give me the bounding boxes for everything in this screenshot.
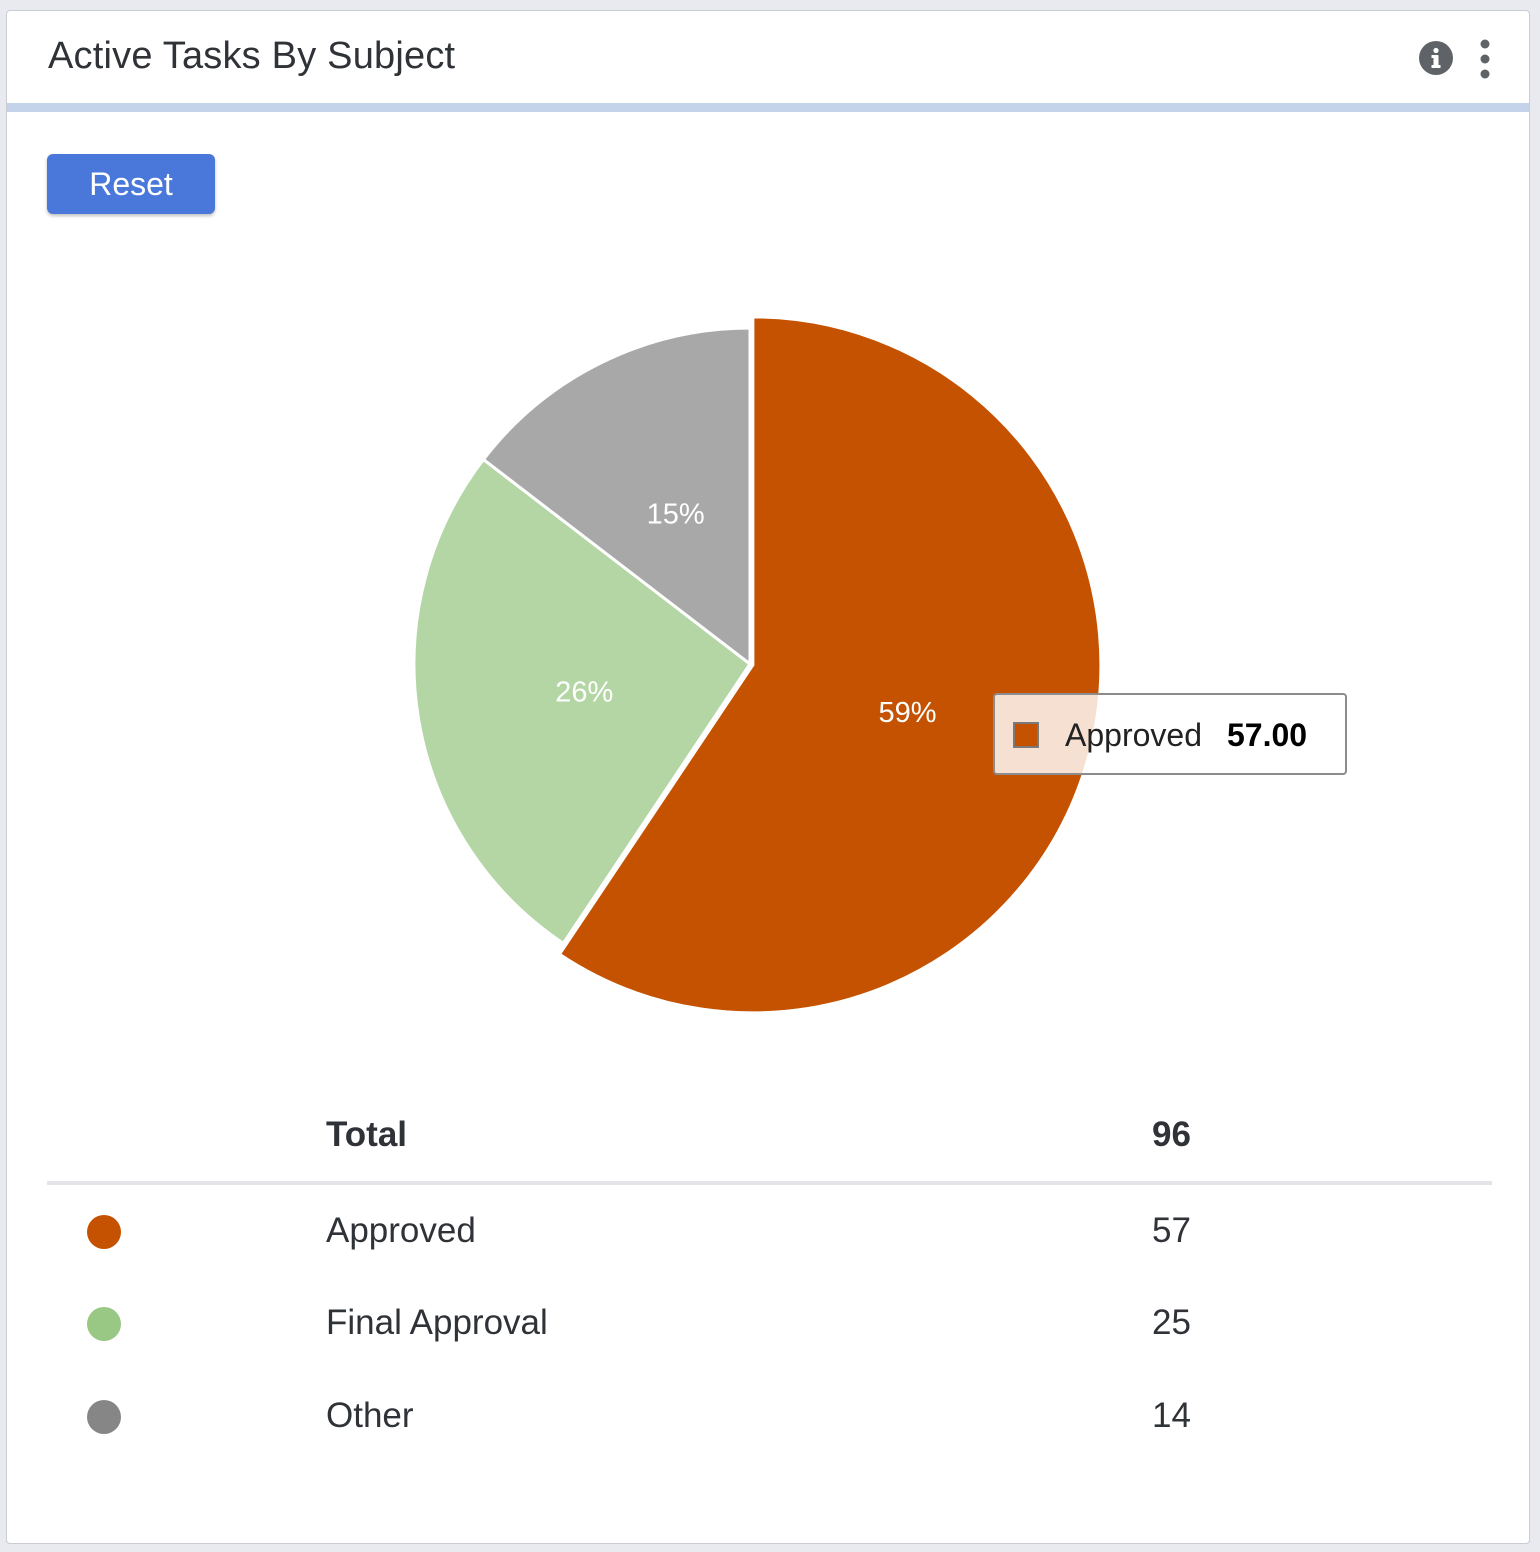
pie-label-approved: 59%	[879, 697, 937, 729]
tooltip-swatch	[1013, 722, 1039, 748]
card-title: Active Tasks By Subject	[48, 35, 456, 77]
legend-label: Other	[326, 1396, 414, 1435]
chart-tooltip: Approved 57.00	[993, 693, 1347, 775]
legend-value: 14	[1152, 1396, 1191, 1435]
pie-slice-final-approval[interactable]	[412, 457, 753, 946]
legend-total-label: Total	[326, 1115, 408, 1154]
more-vertical-icon[interactable]	[1475, 39, 1495, 79]
pie-chart: 59% 26% 15%	[412, 315, 1103, 1015]
reset-button[interactable]: Reset	[47, 154, 215, 214]
legend-row-other[interactable]: Other 14	[7, 1388, 1529, 1448]
legend-total-value: 96	[1152, 1115, 1191, 1154]
pie-slice-other[interactable]	[481, 326, 752, 668]
card-header: Active Tasks By Subject	[7, 11, 1529, 112]
tooltip-label: Approved	[1065, 717, 1202, 753]
legend-row-final-approval[interactable]: Final Approval 25	[7, 1295, 1529, 1355]
legend-value: 57	[1152, 1211, 1191, 1250]
legend-label: Approved	[326, 1211, 476, 1250]
pie-label-other: 15%	[647, 498, 705, 530]
tooltip-value: 57.00	[1227, 717, 1308, 753]
legend-value: 25	[1152, 1303, 1191, 1342]
chart-card: Active Tasks By Subject Reset 59% 26% 15% …	[6, 10, 1530, 1544]
legend-label: Final Approval	[326, 1303, 548, 1342]
legend-row-approved[interactable]: Approved 57	[7, 1203, 1529, 1263]
pie-label-final-approval: 26%	[555, 676, 613, 708]
legend-dot-final-approval	[87, 1307, 121, 1341]
legend-divider	[47, 1181, 1492, 1185]
legend-dot-approved	[87, 1215, 121, 1249]
info-circle-icon[interactable]	[1418, 40, 1454, 76]
legend-dot-other	[87, 1400, 121, 1434]
